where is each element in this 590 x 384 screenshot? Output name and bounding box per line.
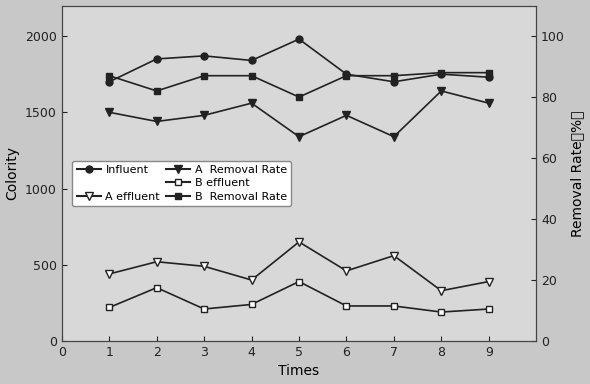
- Influent: [438, 72, 445, 76]
- Line: B  Removal Rate: B Removal Rate: [106, 69, 492, 101]
- Influent: [153, 56, 160, 61]
- Influent: [296, 37, 303, 41]
- A effluent: [391, 253, 398, 258]
- B  Removal Rate: [343, 73, 350, 78]
- Influent: [391, 79, 398, 84]
- A effluent: [485, 279, 492, 284]
- A  Removal Rate: [296, 134, 303, 139]
- B effluent: [106, 305, 113, 310]
- B effluent: [343, 304, 350, 308]
- B  Removal Rate: [391, 73, 398, 78]
- B  Removal Rate: [485, 70, 492, 75]
- Line: A effluent: A effluent: [105, 238, 493, 295]
- Influent: [106, 79, 113, 84]
- A effluent: [153, 260, 160, 264]
- B effluent: [248, 302, 255, 307]
- B effluent: [485, 307, 492, 311]
- A  Removal Rate: [201, 113, 208, 118]
- A  Removal Rate: [391, 134, 398, 139]
- A  Removal Rate: [248, 101, 255, 106]
- B  Removal Rate: [153, 89, 160, 93]
- A effluent: [343, 268, 350, 273]
- B effluent: [153, 285, 160, 290]
- Line: Influent: Influent: [106, 36, 492, 85]
- B effluent: [438, 310, 445, 314]
- B effluent: [296, 279, 303, 284]
- A effluent: [201, 264, 208, 269]
- A effluent: [296, 240, 303, 244]
- B  Removal Rate: [296, 95, 303, 99]
- A  Removal Rate: [485, 101, 492, 106]
- Y-axis label: Colority: Colority: [5, 146, 19, 200]
- X-axis label: Times: Times: [278, 364, 320, 379]
- A  Removal Rate: [153, 119, 160, 124]
- Y-axis label: Removal Rate（%）: Removal Rate（%）: [571, 110, 585, 237]
- Influent: [201, 54, 208, 58]
- Line: B effluent: B effluent: [106, 278, 492, 316]
- B  Removal Rate: [438, 70, 445, 75]
- B effluent: [391, 304, 398, 308]
- Influent: [485, 75, 492, 79]
- Line: A  Removal Rate: A Removal Rate: [105, 87, 493, 141]
- B effluent: [201, 307, 208, 311]
- A  Removal Rate: [438, 89, 445, 93]
- Legend: Influent, , A effluent, A  Removal Rate, B effluent, B  Removal Rate: Influent, , A effluent, A Removal Rate, …: [72, 161, 291, 206]
- Influent: [343, 72, 350, 76]
- B  Removal Rate: [106, 73, 113, 78]
- B  Removal Rate: [248, 73, 255, 78]
- B  Removal Rate: [201, 73, 208, 78]
- A  Removal Rate: [343, 113, 350, 118]
- A effluent: [248, 278, 255, 282]
- A effluent: [438, 288, 445, 293]
- Influent: [248, 58, 255, 63]
- A  Removal Rate: [106, 110, 113, 114]
- A effluent: [106, 271, 113, 276]
